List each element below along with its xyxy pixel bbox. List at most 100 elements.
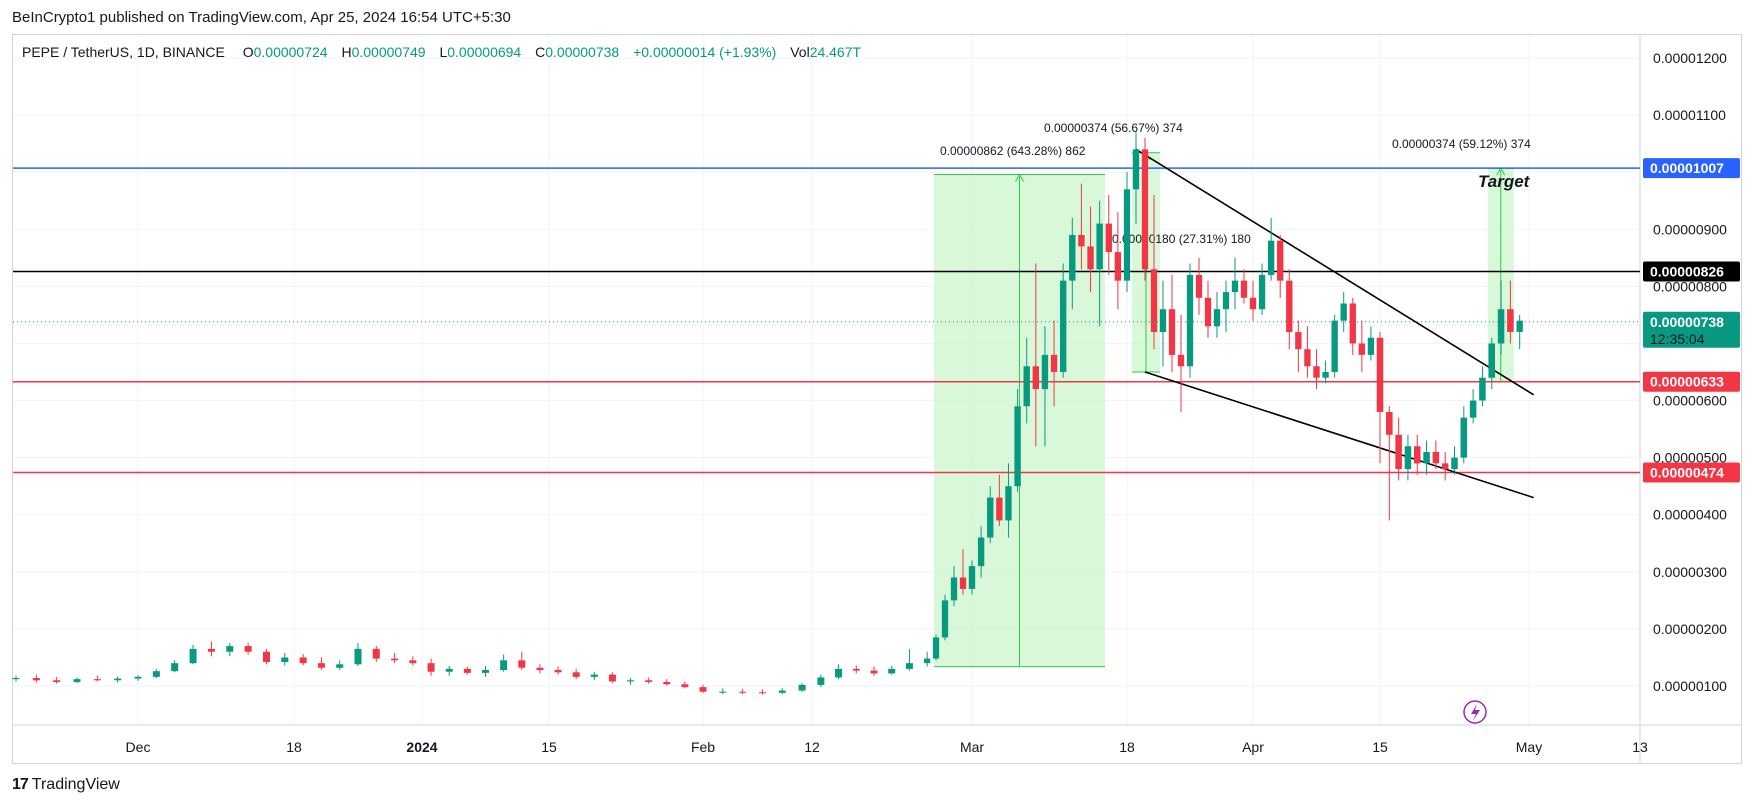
candle-body <box>924 658 931 664</box>
price-tick-label: 0.00001200 <box>1653 50 1727 66</box>
candle-body <box>1497 309 1505 344</box>
candle <box>987 486 994 544</box>
candle <box>372 646 380 663</box>
candle <box>482 666 489 677</box>
tradingview-logo-icon: 17 <box>12 776 29 793</box>
measure-arrow-head <box>1015 173 1024 182</box>
candle <box>12 675 20 682</box>
candle-body <box>1322 372 1329 378</box>
candle-body <box>482 670 489 673</box>
candle-body <box>778 690 786 693</box>
candle-body <box>1413 446 1421 464</box>
target-annotation: Target <box>1478 172 1531 191</box>
candle <box>1376 332 1384 464</box>
price-badge-text: 0.00000826 <box>1650 264 1724 280</box>
price-badge-text: 0.00000738 <box>1650 314 1724 330</box>
candle <box>1105 195 1112 275</box>
price-tick-label: 0.00000400 <box>1653 507 1727 523</box>
candle <box>1258 263 1266 315</box>
candle-body <box>12 678 20 680</box>
volume-value: 24.467T <box>809 44 862 60</box>
candle <box>1322 360 1329 384</box>
candle-body <box>1441 463 1449 470</box>
open-value: 0.00000724 <box>253 44 328 60</box>
candle-body <box>1240 280 1248 298</box>
candle <box>1005 463 1012 538</box>
candle-body <box>852 668 860 671</box>
candle <box>1114 212 1122 310</box>
candle <box>536 664 544 674</box>
candle-body <box>1114 252 1122 281</box>
high-value: 0.00000749 <box>351 44 426 60</box>
change-value: +0.00000014 (+1.93%) <box>633 44 777 60</box>
candle <box>391 652 399 664</box>
price-badge-text: 0.00001007 <box>1650 160 1724 176</box>
candle <box>719 688 727 694</box>
candle-body <box>1404 446 1412 470</box>
candle <box>778 688 786 694</box>
candle <box>262 648 270 665</box>
candle <box>905 648 913 671</box>
candle-body <box>968 566 976 589</box>
candle-body <box>1249 297 1257 310</box>
candle-body <box>996 497 1003 521</box>
price-badge-bg <box>1643 371 1740 392</box>
wedge-trendline <box>1135 148 1535 396</box>
candle-body <box>1014 406 1021 487</box>
candle <box>1386 406 1393 521</box>
symbol-label[interactable]: PEPE / TetherUS, 1D, BINANCE <box>22 44 225 60</box>
candle <box>1267 217 1275 281</box>
candle-body <box>1488 343 1496 378</box>
trendlines <box>1135 148 1535 499</box>
candle-body <box>1376 337 1384 412</box>
candle-body <box>1386 411 1393 435</box>
level-badge-resistance: 0.00000826 <box>1643 261 1740 282</box>
candle <box>207 641 215 657</box>
candle <box>1497 280 1505 355</box>
time-tick-label: Apr <box>1242 739 1264 755</box>
candle <box>924 651 931 667</box>
candle-body <box>1340 303 1347 321</box>
volume-label: Vol <box>790 44 810 60</box>
candle <box>134 675 142 681</box>
candle-body <box>1159 309 1167 333</box>
candle-body <box>445 668 453 672</box>
price-chart[interactable]: 0.00000862 (643.28%) 862 0.00000374 (56.6… <box>0 0 1755 770</box>
candle-body <box>1105 223 1112 253</box>
candle <box>1441 451 1449 481</box>
candle-body <box>1451 457 1458 470</box>
candle <box>1159 280 1167 367</box>
candle <box>798 683 806 692</box>
candle <box>1150 195 1158 350</box>
candle-body <box>1069 234 1076 281</box>
candle-body <box>1258 274 1266 310</box>
candle <box>996 474 1003 527</box>
candle <box>445 666 453 676</box>
candle <box>1096 200 1103 327</box>
lightning-icon <box>1463 700 1487 724</box>
candle <box>758 689 766 695</box>
candle-body <box>1460 417 1468 458</box>
candle-body <box>1423 451 1430 464</box>
candle <box>1041 326 1049 447</box>
candle-body <box>299 657 307 664</box>
candle-body <box>114 678 122 681</box>
candle-body <box>73 679 81 683</box>
candle-body <box>354 648 362 665</box>
candle-body <box>681 684 689 688</box>
candle-body <box>1005 486 1012 521</box>
candle <box>1032 263 1040 447</box>
candle <box>299 654 307 666</box>
candle-body <box>1141 149 1149 270</box>
price-tick-label: 0.00000800 <box>1653 278 1727 294</box>
price-tick-label: 0.00001100 <box>1653 107 1726 123</box>
candle <box>1050 320 1058 407</box>
candle <box>1313 349 1320 390</box>
candle <box>852 665 860 674</box>
price-tick-label: 0.00000300 <box>1653 564 1727 580</box>
price-badge-bg <box>1643 462 1740 483</box>
candle <box>317 657 325 671</box>
candle-body <box>987 497 994 538</box>
price-badge-text: 0.00000633 <box>1650 374 1724 390</box>
candle-body <box>281 657 289 663</box>
